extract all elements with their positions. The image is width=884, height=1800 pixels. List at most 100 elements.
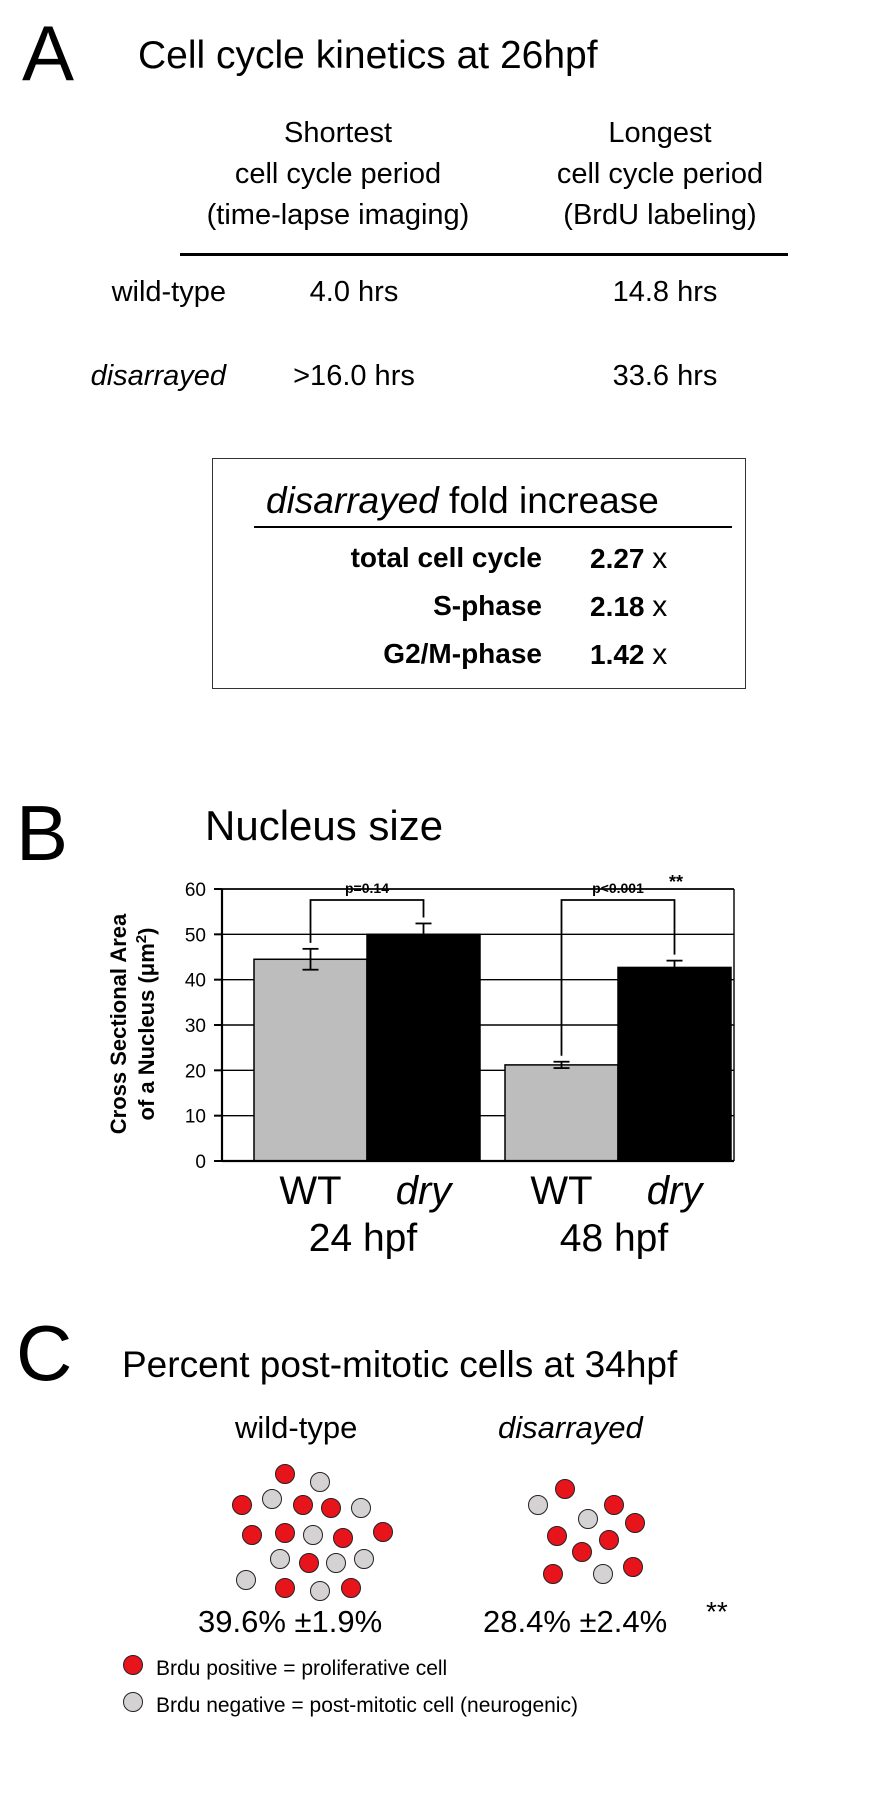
wt-brdu-negative-cell: [326, 1553, 346, 1573]
dis-brdu-positive-cell: [543, 1564, 563, 1584]
row-label-disarrayed: disarrayed: [90, 360, 226, 392]
col-header-longest-line3: (BrdU labeling): [563, 199, 757, 231]
chart-axis: [214, 888, 735, 1163]
disarrayed-significance-stars: **: [706, 1596, 728, 1627]
wt-brdu-negative-cell: [354, 1549, 374, 1569]
wt-brdu-positive-cell: [321, 1498, 341, 1518]
dis-brdu-positive-cell: [623, 1557, 643, 1577]
row-label-wild-type: wild-type: [111, 276, 226, 308]
dis-brdu-positive-cell: [555, 1479, 575, 1499]
y-tick-label: 60: [185, 880, 206, 901]
bar-wt-2: [504, 1064, 619, 1162]
wt-brdu-negative-cell: [270, 1549, 290, 1569]
wt-brdu-negative-cell: [351, 1498, 371, 1518]
wt-brdu-negative-cell: [262, 1489, 282, 1509]
x-category-label: dry: [647, 1169, 706, 1213]
legend-red-dot: [123, 1655, 143, 1675]
fold-unit-g2m-phase: x: [652, 638, 668, 671]
header-divider: [180, 253, 788, 256]
col-header-shortest: Shortest cell cycle period (time-lapse i…: [168, 113, 508, 236]
x-category-label: WT: [530, 1169, 592, 1213]
fold-unit-s-phase: x: [652, 590, 668, 623]
y-axis-label-line2: of a Nucleus (μm2): [133, 928, 159, 1121]
wt-brdu-positive-cell: [232, 1495, 252, 1515]
panel-c-title: Percent post-mitotic cells at 34hpf: [122, 1344, 678, 1385]
wt-brdu-positive-cell: [275, 1578, 295, 1598]
wt-brdu-positive-cell: [299, 1553, 319, 1573]
panel-c-letter: C: [16, 1309, 73, 1397]
fold-number-total: 2.27: [590, 543, 645, 574]
row-wild-type-longest: 14.8 hrs: [612, 276, 718, 308]
wt-brdu-positive-cell: [333, 1528, 353, 1548]
wt-brdu-positive-cell: [373, 1522, 393, 1542]
row-disarrayed-longest: 33.6 hrs: [612, 360, 718, 392]
fold-label-g2m-phase: G2/M-phase: [383, 638, 542, 669]
dis-brdu-positive-cell: [625, 1513, 645, 1533]
panel-a-letter: A: [22, 9, 75, 97]
bar-dry-1: [366, 933, 481, 1162]
wt-cluster-label: wild-type: [235, 1410, 358, 1445]
row-disarrayed-shortest: >16.0 hrs: [293, 360, 415, 392]
chart-bars: [253, 933, 732, 1162]
chart-significance-brackets: [309, 899, 676, 1056]
col-header-longest-line1: Longest: [608, 117, 712, 149]
wt-brdu-negative-cell: [310, 1581, 330, 1601]
p-value-label: p<0.001: [592, 880, 644, 896]
col-header-longest: Longest cell cycle period (BrdU labeling…: [520, 113, 800, 236]
significance-bracket: [309, 899, 425, 943]
fold-label-s-phase: S-phase: [433, 590, 542, 621]
y-tick-label: 10: [185, 1107, 206, 1128]
fold-increase-box: [212, 458, 746, 689]
row-wild-type-shortest: 4.0 hrs: [309, 276, 399, 308]
panel-a-title: Cell cycle kinetics at 26hpf: [138, 34, 598, 77]
wt-percent-value: 39.6% ±1.9%: [198, 1604, 383, 1639]
wt-brdu-positive-cell: [293, 1495, 313, 1515]
disarrayed-cluster-label: disarrayed: [498, 1410, 643, 1445]
wt-brdu-negative-cell: [303, 1525, 323, 1545]
dis-brdu-negative-cell: [528, 1495, 548, 1515]
fold-value-g2m-phase: 1.42 x: [590, 640, 667, 670]
wt-brdu-positive-cell: [242, 1525, 262, 1545]
dis-brdu-positive-cell: [599, 1530, 619, 1550]
x-group-label: 24 hpf: [309, 1217, 418, 1260]
wt-brdu-negative-cell: [236, 1570, 256, 1590]
x-category-label: dry: [396, 1169, 455, 1213]
dis-brdu-positive-cell: [547, 1526, 567, 1546]
wt-brdu-positive-cell: [275, 1523, 295, 1543]
col-header-shortest-line2: cell cycle period: [234, 158, 442, 190]
bar-wt-1: [253, 958, 368, 1162]
fold-value-s-phase: 2.18 x: [590, 592, 667, 622]
dis-brdu-positive-cell: [572, 1542, 592, 1562]
col-header-shortest-line1: Shortest: [284, 117, 392, 149]
col-header-longest-line2: cell cycle period: [556, 158, 764, 190]
col-header-shortest-line3: (time-lapse imaging): [206, 199, 470, 231]
x-group-label: 48 hpf: [560, 1217, 669, 1260]
disarrayed-percent-value: 28.4% ±2.4%: [483, 1604, 668, 1639]
bar-dry-2: [617, 966, 732, 1162]
y-tick-label: 0: [195, 1152, 206, 1173]
y-tick-label: 30: [185, 1016, 206, 1037]
fold-unit-total: x: [652, 542, 668, 575]
wt-brdu-negative-cell: [310, 1472, 330, 1492]
fold-number-g2m-phase: 1.42: [590, 639, 645, 670]
legend-grey-dot: [123, 1692, 143, 1712]
fold-increase-title: disarrayed fold increase: [266, 482, 659, 519]
chart-error-bars: [302, 922, 683, 1069]
significance-stars: **: [669, 872, 683, 892]
wt-brdu-positive-cell: [341, 1578, 361, 1598]
y-tick-label: 20: [185, 1061, 206, 1082]
y-tick-label: 40: [185, 971, 206, 992]
panel-b-letter: B: [16, 789, 69, 877]
panel-b-title: Nucleus size: [205, 802, 444, 849]
wt-brdu-positive-cell: [275, 1464, 295, 1484]
y-axis-label-line1: Cross Sectional Area: [106, 913, 131, 1134]
p-value-label: p=0.14: [345, 880, 389, 896]
fold-label-total: total cell cycle: [350, 542, 542, 573]
fold-title-italic: disarrayed: [266, 480, 439, 521]
x-category-label: WT: [279, 1169, 341, 1213]
legend-negative-text: Brdu negative = post-mitotic cell (neuro…: [156, 1694, 578, 1717]
fold-value-total: 2.27 x: [590, 544, 667, 574]
fold-title-rest: fold increase: [449, 480, 659, 521]
fold-title-divider: [254, 526, 732, 528]
